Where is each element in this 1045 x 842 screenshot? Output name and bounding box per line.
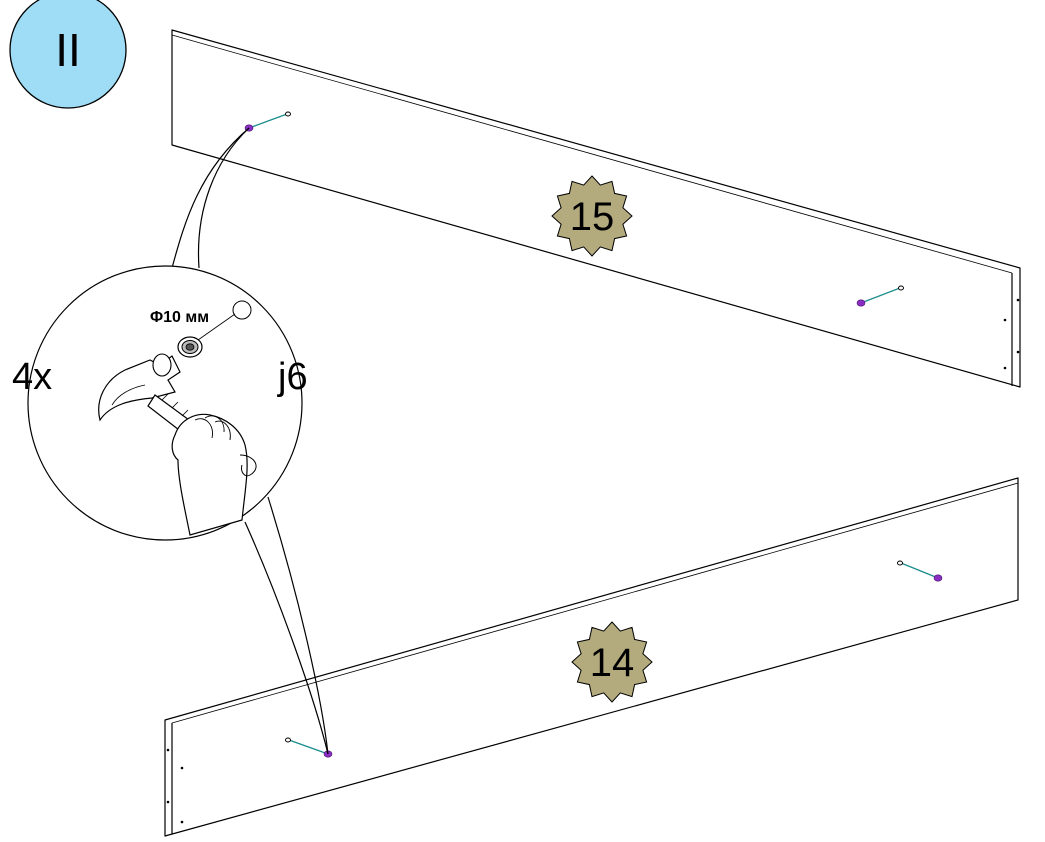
part-badge-15-shape bbox=[551, 175, 633, 257]
board-14: 14 bbox=[164, 477, 1019, 837]
leader-line-top-a bbox=[171, 127, 250, 269]
quantity-label: 4x bbox=[12, 356, 52, 398]
leader-line-bottom-a bbox=[244, 521, 329, 755]
board-15: 15 bbox=[171, 29, 1021, 388]
part-badge-14-shape bbox=[571, 621, 653, 703]
part-badge-15: 15 bbox=[551, 175, 633, 257]
part-label-14: 14 bbox=[590, 641, 635, 685]
leader-line-top-b bbox=[197, 127, 250, 269]
step-badge: II bbox=[9, 0, 127, 109]
detail-callout: Φ10 мм 4x j6 bbox=[12, 127, 329, 755]
dowel-14-right bbox=[897, 560, 943, 582]
dowel-15-right bbox=[856, 285, 904, 307]
part-badge-14: 14 bbox=[571, 621, 653, 703]
part-label-15: 15 bbox=[570, 195, 615, 239]
part-code-label: j6 bbox=[277, 356, 308, 398]
step-number: II bbox=[55, 24, 81, 76]
hand-icon bbox=[171, 413, 257, 536]
dowel-detail-icon bbox=[177, 336, 203, 358]
leader-line-bottom-b bbox=[267, 496, 329, 755]
hole-size-label: Φ10 мм bbox=[150, 309, 209, 326]
step-badge-circle bbox=[9, 0, 127, 109]
detail-hole bbox=[232, 300, 252, 320]
